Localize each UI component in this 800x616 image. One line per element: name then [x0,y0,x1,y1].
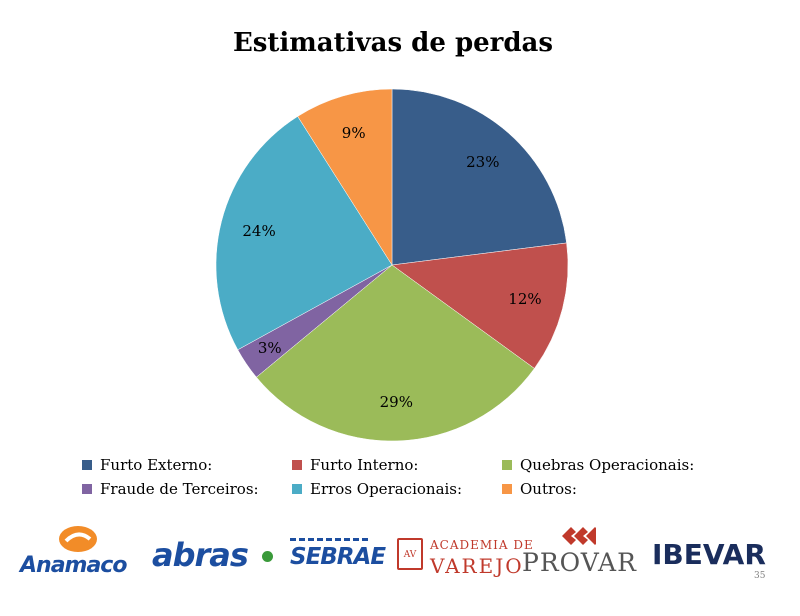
legend-label: Erros Operacionais: [310,480,463,498]
data-label-fraude-de-terceiros: 3% [258,339,282,357]
pie-slice-erros-operacionais [215,116,393,351]
legend-item-fraude-de-terceiros: Fraude de Terceiros: [82,480,292,498]
page-number: 35 [754,571,766,581]
provar-logo: PROVAR [522,548,637,577]
abras-logo: abras [152,536,249,574]
chart-title: Estimativas de perdas [232,28,554,58]
data-label-furto-externo: 23% [466,153,499,171]
data-label-furto-interno: 12% [508,290,541,308]
brazil-flag-icon [262,551,273,562]
legend-swatch [292,460,302,470]
pie-slice-furto-interno [391,242,569,369]
legend-swatch [82,460,92,470]
anamaco-logo: Anamaco [20,553,127,578]
pie-chart: 23% 12% 29% 3% 24% 9% [215,88,569,442]
legend-item-quebras-operacionais: Quebras Operacionais: [502,456,762,474]
legend-item-outros: Outros: [502,480,762,498]
shopping-bag-icon: AV [397,538,423,570]
anamaco-logo-mark [59,526,97,552]
legend-label: Furto Externo: [100,456,213,474]
ibevar-logo: IBEVAR [652,538,766,571]
sponsor-logos: Anamaco abras SEBRAE AV ACADEMIA DE VARE… [0,518,800,588]
academia-de-varejo-logo-bottom: VAREJO [430,554,524,578]
legend-swatch [502,484,512,494]
legend-label: Furto Interno: [310,456,419,474]
legend-swatch [82,484,92,494]
pie-slice-quebras-operacionais [256,264,535,442]
legend-item-furto-interno: Furto Interno: [292,456,502,474]
sebrae-stripe [290,538,370,541]
legend-label: Outros: [520,480,577,498]
sebrae-logo: SEBRAE [290,544,386,570]
pie-slice-furto-externo [391,88,567,266]
data-label-quebras-operacionais: 29% [380,393,413,411]
chart-legend: Furto Externo: Furto Interno: Quebras Op… [82,456,762,498]
legend-label: Fraude de Terceiros: [100,480,259,498]
legend-swatch [502,460,512,470]
legend-swatch [292,484,302,494]
legend-item-erros-operacionais: Erros Operacionais: [292,480,502,498]
provar-logo-mark [562,527,596,545]
data-label-outros: 9% [342,124,366,142]
pie-slice-outros [297,88,393,266]
legend-item-furto-externo: Furto Externo: [82,456,292,474]
academia-de-varejo-logo-top: ACADEMIA DE [430,538,534,552]
legend-label: Quebras Operacionais: [520,456,695,474]
data-label-erros-operacionais: 24% [242,222,275,240]
